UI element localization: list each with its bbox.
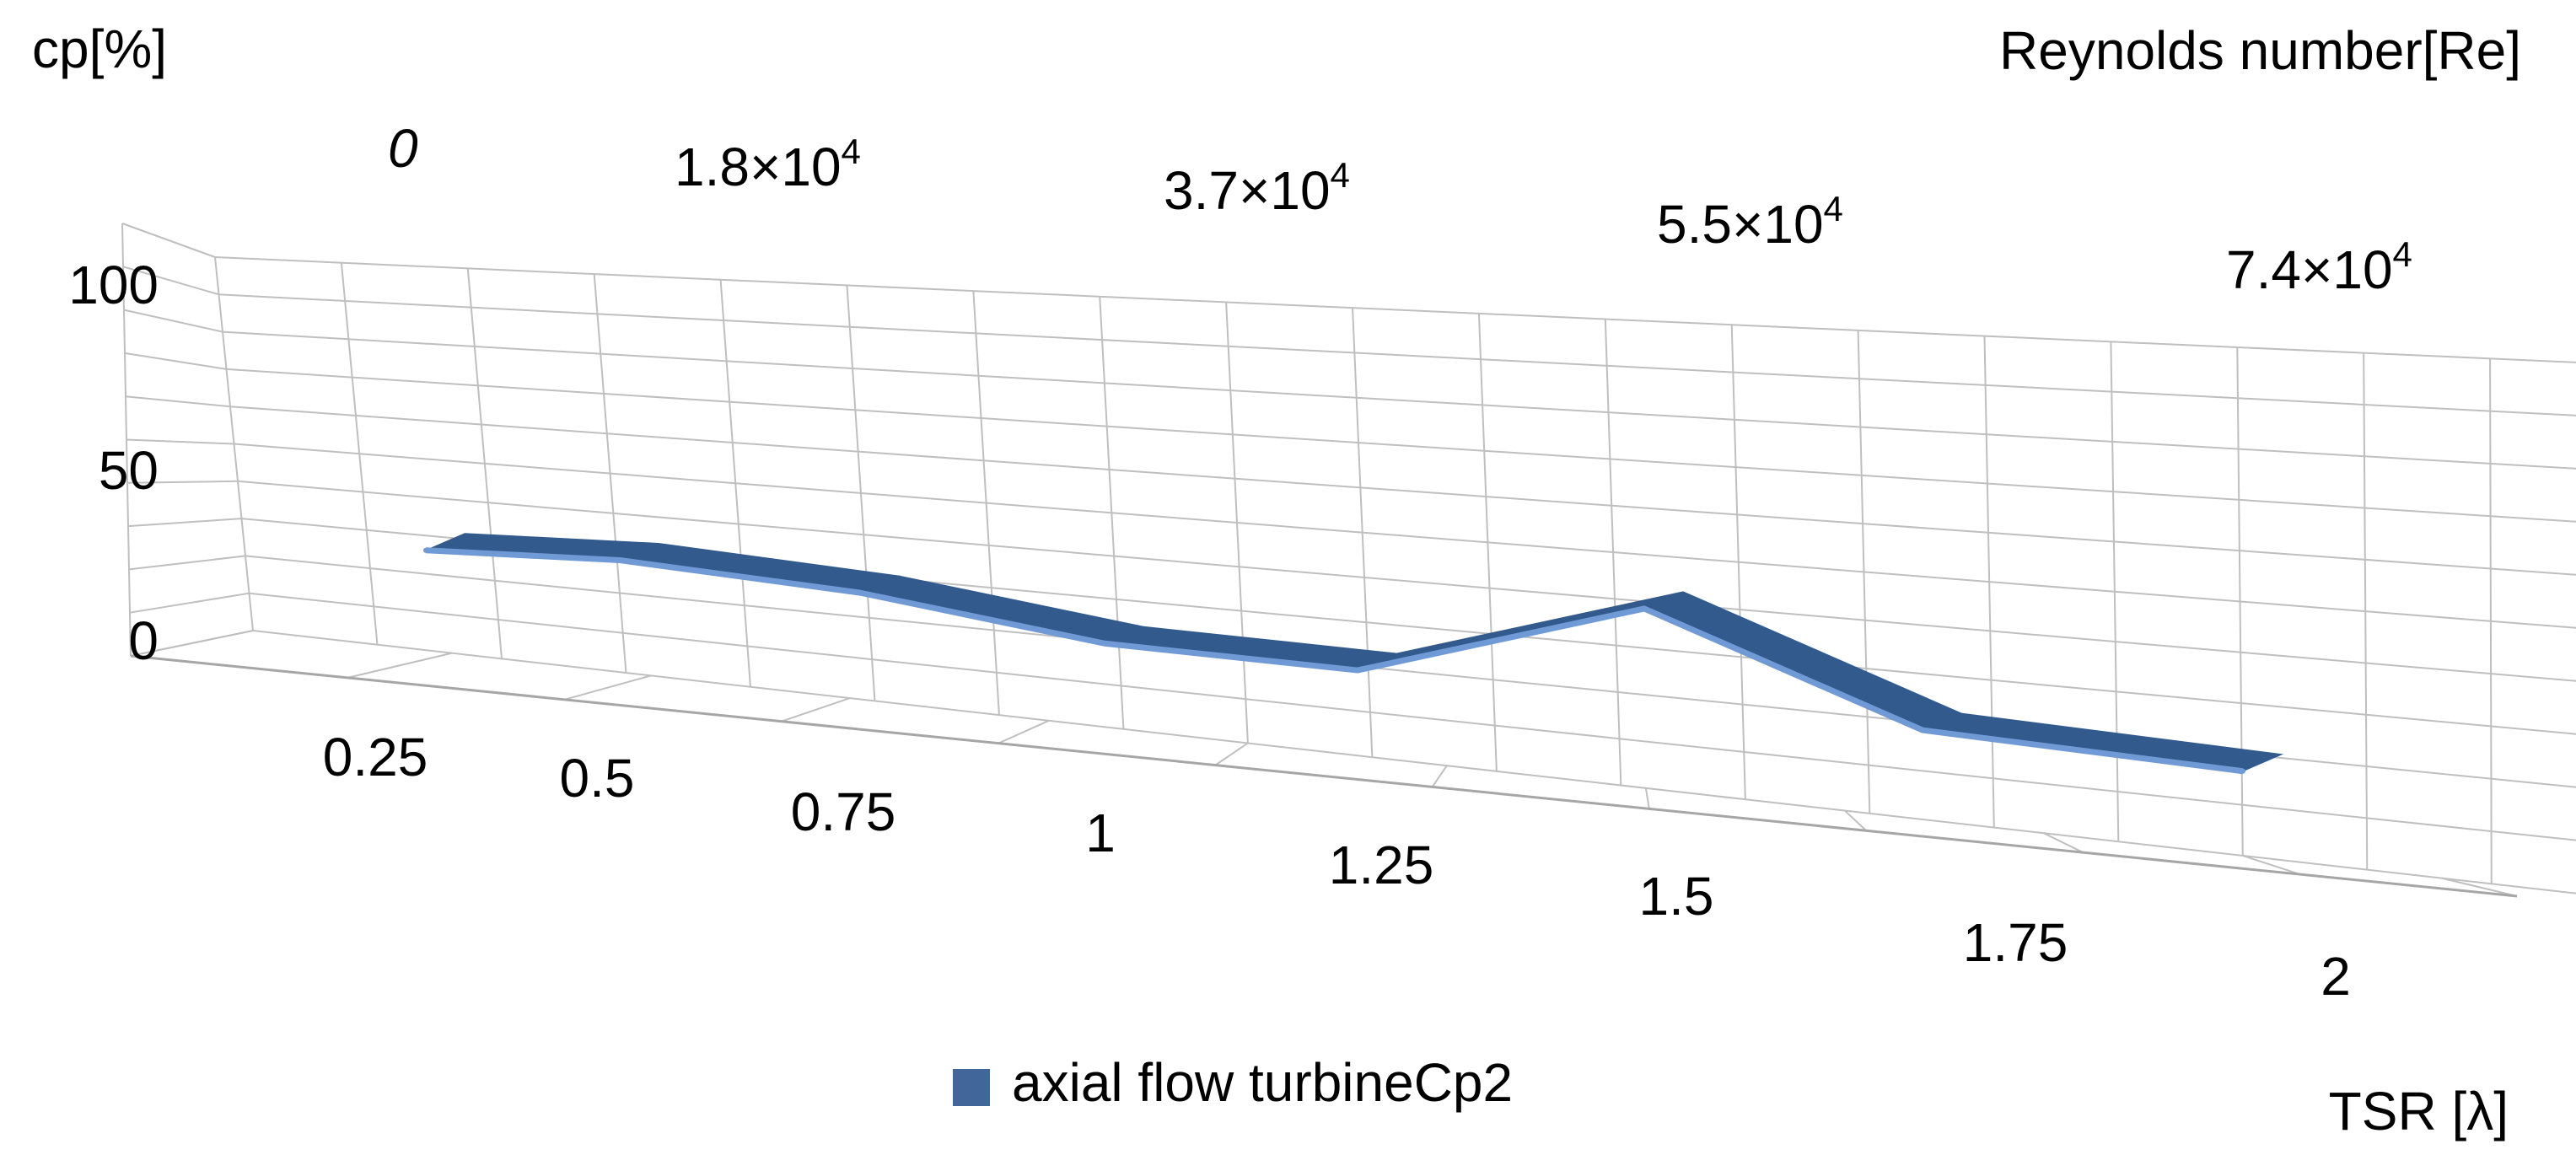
gridline [223, 332, 2576, 469]
depth-tick-label: 0 [388, 118, 418, 179]
depth-axis-label: Reynolds number[Re] [1999, 20, 2521, 81]
gridline [227, 369, 2576, 522]
label-layer: cp[%] Reynolds number[Re] TSR [λ] axial … [32, 19, 2521, 1141]
depth-tick-label: 1.8×104 [675, 132, 861, 197]
series-point [858, 590, 863, 595]
grid-layer [122, 223, 2576, 896]
gridline [129, 556, 245, 569]
floor-front-edge [131, 656, 2517, 896]
x-tick-label: 0.25 [323, 727, 428, 787]
y-tick-label: 0 [128, 610, 159, 671]
y-tick-label: 100 [68, 255, 159, 315]
x-tick-label: 0.75 [791, 782, 896, 842]
x-tick-label: 1.5 [1639, 866, 1714, 927]
gridline [215, 257, 2576, 363]
x-tick-label: 1.75 [1963, 912, 2068, 973]
series-ribbon-segment [1644, 592, 1961, 730]
series-point [1642, 606, 1647, 611]
depth-tick-label: 7.4×104 [2226, 234, 2412, 300]
x-tick-label: 0.5 [560, 748, 635, 808]
series-point [617, 558, 622, 563]
legend-label: axial flow turbineCp2 [1012, 1052, 1513, 1113]
gridline [1433, 765, 1447, 787]
legend: axial flow turbineCp2 [953, 1052, 1513, 1113]
series-ribbon-segment [860, 576, 1143, 643]
gridline [565, 675, 651, 699]
x-tick-label: 1 [1085, 803, 1116, 863]
gridline [122, 223, 215, 257]
series-ribbon-segment [1923, 713, 2282, 771]
gridline [219, 294, 2576, 416]
depth-tick-label: 5.5×104 [1657, 189, 1843, 255]
y-axis-label: cp[%] [32, 19, 167, 79]
x-tick-label: 2 [2321, 946, 2351, 1007]
series-point [1102, 641, 1107, 646]
x-axis-label: TSR [λ] [2329, 1081, 2509, 1141]
gridline [347, 653, 452, 678]
gridline [234, 444, 2576, 629]
series-point [2240, 769, 2245, 774]
gridline [998, 721, 1049, 744]
gridline [1215, 743, 1248, 765]
gridline [128, 518, 242, 526]
series-point [423, 548, 428, 553]
depth-tick-label: 3.7×104 [1164, 155, 1350, 221]
series-point [1920, 728, 1925, 733]
series-point [1355, 668, 1360, 673]
y-tick-label: 50 [99, 440, 159, 501]
gridline [782, 698, 850, 722]
series-layer [423, 534, 2282, 774]
x-tick-label: 1.25 [1329, 835, 1434, 895]
gridline [1646, 788, 1649, 808]
gridline [126, 396, 230, 406]
legend-swatch [953, 1069, 990, 1106]
gridline [125, 353, 227, 369]
